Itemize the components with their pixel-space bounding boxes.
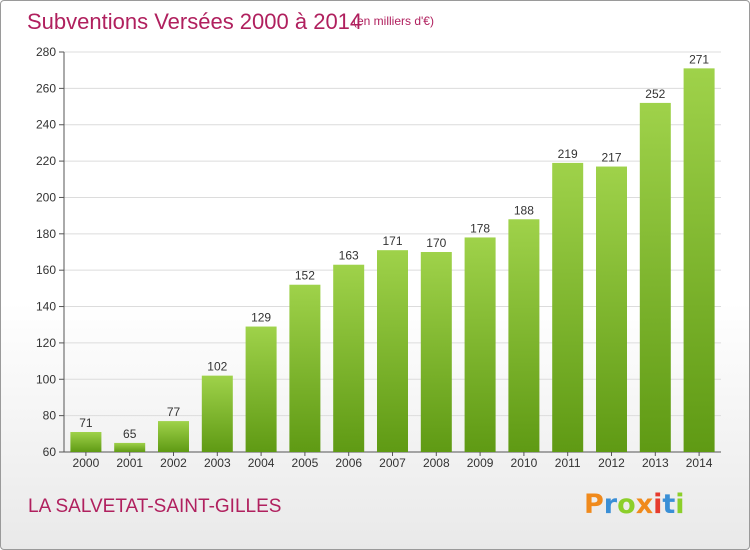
bar-2009 bbox=[464, 237, 496, 452]
bars bbox=[70, 68, 715, 452]
logo-letter: o bbox=[617, 489, 636, 520]
y-tick-label: 60 bbox=[43, 445, 57, 459]
proxiti-logo[interactable]: Proxiti bbox=[584, 489, 685, 520]
bar-2002 bbox=[158, 421, 189, 452]
bar-2004 bbox=[245, 326, 277, 452]
value-label-2004: 129 bbox=[251, 311, 271, 325]
logo-letter: r bbox=[603, 489, 618, 520]
x-tick-label-2000: 2000 bbox=[73, 456, 100, 470]
bar-2013 bbox=[639, 102, 671, 452]
logo-letter: t bbox=[662, 489, 676, 520]
x-tick-label-2011: 2011 bbox=[555, 456, 581, 470]
x-tick-label-2005: 2005 bbox=[292, 456, 319, 470]
bar-2014 bbox=[683, 68, 715, 452]
bar-2011 bbox=[552, 162, 584, 452]
y-tick-label: 260 bbox=[36, 81, 56, 95]
x-tick-label-2012: 2012 bbox=[598, 456, 625, 470]
bar-2003 bbox=[201, 375, 233, 452]
value-label-2000: 71 bbox=[79, 416, 93, 430]
value-label-2014: 271 bbox=[689, 52, 709, 66]
logo-letter: x bbox=[635, 489, 654, 520]
y-tick-label: 80 bbox=[43, 409, 57, 423]
bar-2001 bbox=[114, 442, 146, 452]
y-tick-label: 160 bbox=[36, 263, 56, 277]
x-tick-label-2009: 2009 bbox=[467, 456, 494, 470]
value-label-2003: 102 bbox=[207, 360, 227, 374]
bar-2008 bbox=[420, 252, 452, 452]
logo-letter: P bbox=[584, 489, 604, 520]
y-tick-label: 280 bbox=[36, 45, 56, 59]
value-labels: 71 65 77 102 129 152 163 171 170 178 188 219 217 252 2… bbox=[79, 52, 709, 441]
x-tick-label-2003: 2003 bbox=[204, 456, 231, 470]
y-tick-label: 140 bbox=[36, 300, 56, 314]
x-tick-label-2004: 2004 bbox=[248, 456, 275, 470]
chart-title: Subventions Versées 2000 à 2014 bbox=[27, 9, 363, 34]
value-label-2002: 77 bbox=[167, 405, 181, 419]
bar-2005 bbox=[289, 284, 321, 452]
value-label-2013: 252 bbox=[645, 87, 665, 101]
bar-2010 bbox=[508, 219, 540, 452]
bar-2012 bbox=[596, 166, 627, 452]
value-label-2010: 188 bbox=[514, 203, 534, 217]
value-label-2008: 170 bbox=[426, 236, 446, 250]
value-label-2009: 178 bbox=[470, 221, 490, 235]
commune-name: LA SALVETAT-SAINT-GILLES bbox=[28, 496, 282, 517]
value-label-2005: 152 bbox=[295, 269, 315, 283]
x-tick-label-2001: 2001 bbox=[116, 456, 143, 470]
bar-2007 bbox=[377, 250, 408, 452]
value-label-2001: 65 bbox=[123, 427, 137, 441]
x-tick-label-2002: 2002 bbox=[160, 456, 187, 470]
y-tick-label: 120 bbox=[36, 336, 56, 350]
chart-unit-subtitle: (en milliers d'€) bbox=[353, 14, 434, 28]
logo-letter: i bbox=[675, 489, 685, 520]
y-tick-label: 240 bbox=[36, 118, 56, 132]
x-tick-label-2013: 2013 bbox=[642, 456, 669, 470]
y-tick-label: 180 bbox=[36, 227, 56, 241]
logo-letter: i bbox=[653, 489, 663, 520]
bar-2000 bbox=[70, 432, 102, 452]
x-tick-label-2006: 2006 bbox=[335, 456, 362, 470]
y-tick-label: 220 bbox=[36, 154, 56, 168]
value-label-2011: 219 bbox=[558, 147, 578, 161]
value-label-2012: 217 bbox=[601, 151, 621, 165]
value-label-2006: 163 bbox=[339, 249, 359, 263]
x-tick-label-2014: 2014 bbox=[686, 456, 713, 470]
y-tick-label: 100 bbox=[36, 372, 56, 386]
x-tick-label-2007: 2007 bbox=[379, 456, 406, 470]
x-tick-label-2010: 2010 bbox=[511, 456, 538, 470]
value-label-2007: 171 bbox=[382, 234, 402, 248]
y-tick-label: 200 bbox=[36, 190, 56, 204]
x-tick-label-2008: 2008 bbox=[423, 456, 450, 470]
bar-2006 bbox=[333, 264, 365, 452]
